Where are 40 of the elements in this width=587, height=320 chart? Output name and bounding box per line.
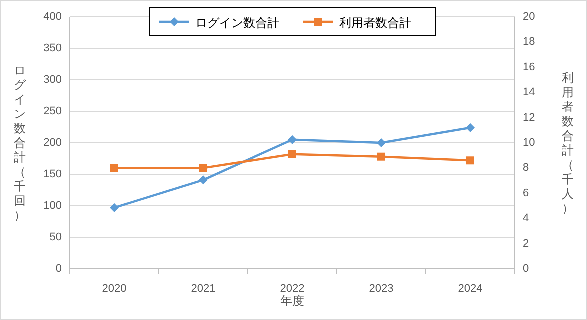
point <box>110 164 118 172</box>
y2-tick-label: 8 <box>523 162 530 174</box>
point <box>288 150 296 158</box>
legend-label: ログイン数合計 <box>196 16 280 30</box>
x-axis-title: 年度 <box>280 294 304 308</box>
y-tick-label: 50 <box>50 232 62 244</box>
y2-tick-label: 0 <box>523 263 530 275</box>
y2-tick-label: 14 <box>523 86 536 99</box>
y2-tick-label: 10 <box>523 137 536 149</box>
x-tick-label: 2021 <box>191 283 216 295</box>
point <box>466 123 475 132</box>
y2-tick-label: 16 <box>523 61 536 74</box>
text: ログイン数合計（千回） <box>14 64 26 222</box>
y2-tick-label: 2 <box>523 238 530 250</box>
y-tick-label: 100 <box>44 200 62 212</box>
point <box>110 203 119 212</box>
y-tick-label: 150 <box>44 168 62 180</box>
y2-tick-label: 20 <box>523 11 536 23</box>
y-tick-label: 250 <box>44 106 62 118</box>
y2-tick-label: 12 <box>523 112 536 124</box>
legend-label: 利用者数合計 <box>340 16 412 30</box>
y2-tick-label: 4 <box>523 212 530 225</box>
y2-tick-label: 6 <box>523 187 530 200</box>
point <box>199 176 208 185</box>
x-tick-label: 2024 <box>458 283 483 295</box>
y-tick-label: 350 <box>44 42 62 54</box>
y-tick-label: 200 <box>44 137 62 149</box>
x-tick-label: 2023 <box>369 283 394 295</box>
y-tick-label: 300 <box>44 74 62 86</box>
y-tick-label: 0 <box>56 263 62 275</box>
point <box>466 156 474 165</box>
y-tick-label: 400 <box>44 11 62 23</box>
text: 利用者数合計（千人） <box>562 70 574 216</box>
y2-tick-label: 18 <box>523 36 536 48</box>
point <box>377 138 386 148</box>
x-tick-label: 2020 <box>102 283 127 295</box>
point <box>200 164 208 172</box>
point <box>378 152 386 161</box>
x-tick-label: 2022 <box>280 283 305 295</box>
point <box>288 135 297 144</box>
